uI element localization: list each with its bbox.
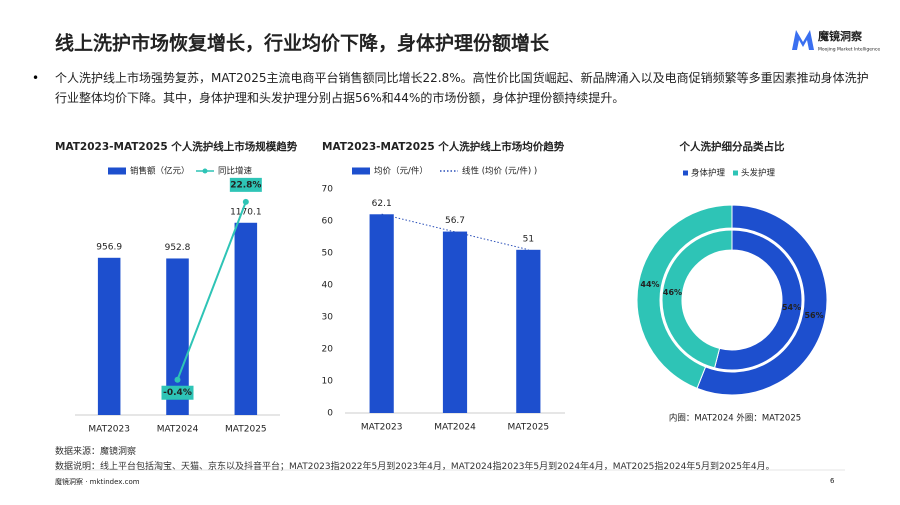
label-box [229, 177, 262, 192]
donut-segment [636, 204, 733, 389]
data-label: 1170.1 [230, 207, 262, 217]
donut-segment [661, 229, 733, 369]
label-box [161, 385, 194, 400]
data-label: 22.8% [230, 180, 261, 190]
source-note: 数据来源：魔镜洞察 [55, 447, 137, 457]
legend-marker [108, 167, 126, 175]
x-tick-label: MAT2025 [225, 425, 267, 435]
bar [234, 222, 258, 415]
y-tick-label: 60 [322, 217, 334, 227]
chart-title: MAT2023-MAT2025 个人洗护线上市场均价趋势 [322, 140, 565, 153]
data-label: 952.8 [165, 243, 191, 253]
data-label: -0.4% [163, 388, 192, 398]
y-tick-label: 30 [322, 313, 334, 323]
legend-label: 销售额（亿元） [130, 166, 190, 177]
slide-title: 线上洗护市场恢复增长，行业均价下降，身体护理份额增长 [55, 32, 550, 55]
x-tick-label: MAT2023 [88, 425, 130, 435]
y-tick-label: 0 [327, 409, 333, 419]
donut-segment [696, 204, 828, 396]
x-tick-label: MAT2024 [434, 423, 476, 433]
chart-title: MAT2023-MAT2025 个人洗护线上市场规模趋势 [55, 140, 298, 153]
x-tick-label: MAT2023 [361, 423, 403, 433]
caption: 内圈：MAT2024 外圈：MAT2025 [669, 413, 801, 424]
line [176, 201, 247, 381]
x-tick-label: MAT2025 [508, 423, 550, 433]
data-label: 54% [782, 303, 801, 312]
data-label: 51 [523, 234, 534, 244]
bar [97, 257, 121, 415]
page-number: 6 [830, 477, 835, 485]
y-tick-label: 10 [322, 377, 334, 387]
y-tick-label: 20 [322, 345, 334, 355]
legend-marker [683, 170, 688, 176]
legend-marker [202, 168, 208, 174]
legend-label: 线性 (均价 (元/件) ) [462, 166, 537, 177]
x-tick-label: MAT2024 [157, 425, 199, 435]
data-label: 56% [804, 311, 823, 320]
legend-label: 头发护理 [741, 168, 776, 179]
data-label: 62.1 [372, 199, 392, 209]
description-note: 数据说明：线上平台包括淘宝、天猫、京东以及抖音平台；MAT2023指2022年5… [55, 462, 775, 472]
legend-label: 身体护理 [691, 168, 726, 179]
data-label: 46% [663, 288, 682, 297]
line-point [242, 198, 249, 205]
logo-subtext: Moojing Market Intelligence [818, 47, 880, 53]
footer-site: 魔镜洞察 · mktindex.com [55, 477, 140, 486]
line-point [174, 376, 181, 383]
bullet: • [32, 71, 40, 85]
line [381, 213, 529, 251]
legend-marker [352, 167, 370, 175]
data-label: 44% [640, 280, 659, 289]
y-tick-label: 50 [322, 249, 334, 259]
y-tick-label: 40 [322, 281, 334, 291]
logo: 魔镜洞察 Moojing Market Intelligence [792, 29, 880, 53]
y-tick-label: 70 [322, 185, 334, 195]
bar [369, 214, 394, 413]
summary: 个人洗护线上市场强势复苏，MAT2025主流电商平台销售额同比增长22.8%。高… [55, 71, 869, 105]
bar [516, 249, 541, 413]
legend-label: 均价（元/件） [374, 166, 428, 177]
legend-label: 同比增速 [218, 166, 253, 177]
bar [442, 231, 468, 413]
data-label: 956.9 [96, 242, 122, 252]
logo-text: 魔镜洞察 [818, 29, 863, 43]
bar [166, 258, 189, 415]
chart-title: 个人洗护细分品类占比 [679, 140, 785, 153]
logo-icon [792, 30, 814, 50]
donut-segment [713, 229, 803, 371]
legend-marker [733, 170, 738, 176]
data-label: 56.7 [445, 216, 465, 226]
